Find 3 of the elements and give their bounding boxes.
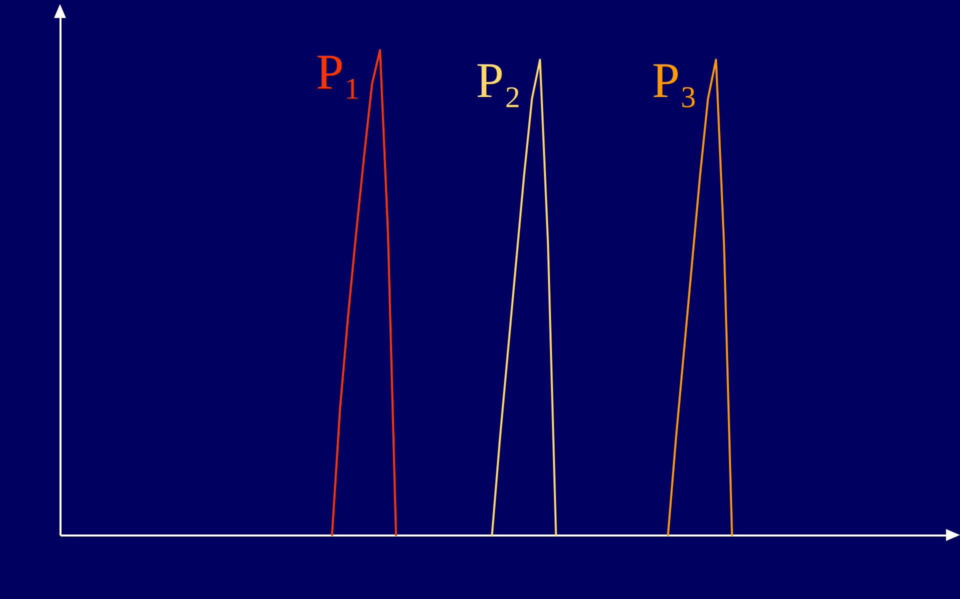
series-label: P₂ bbox=[476, 52, 522, 108]
series-label: P₁ bbox=[316, 44, 362, 100]
series-label: P₃ bbox=[652, 52, 698, 108]
